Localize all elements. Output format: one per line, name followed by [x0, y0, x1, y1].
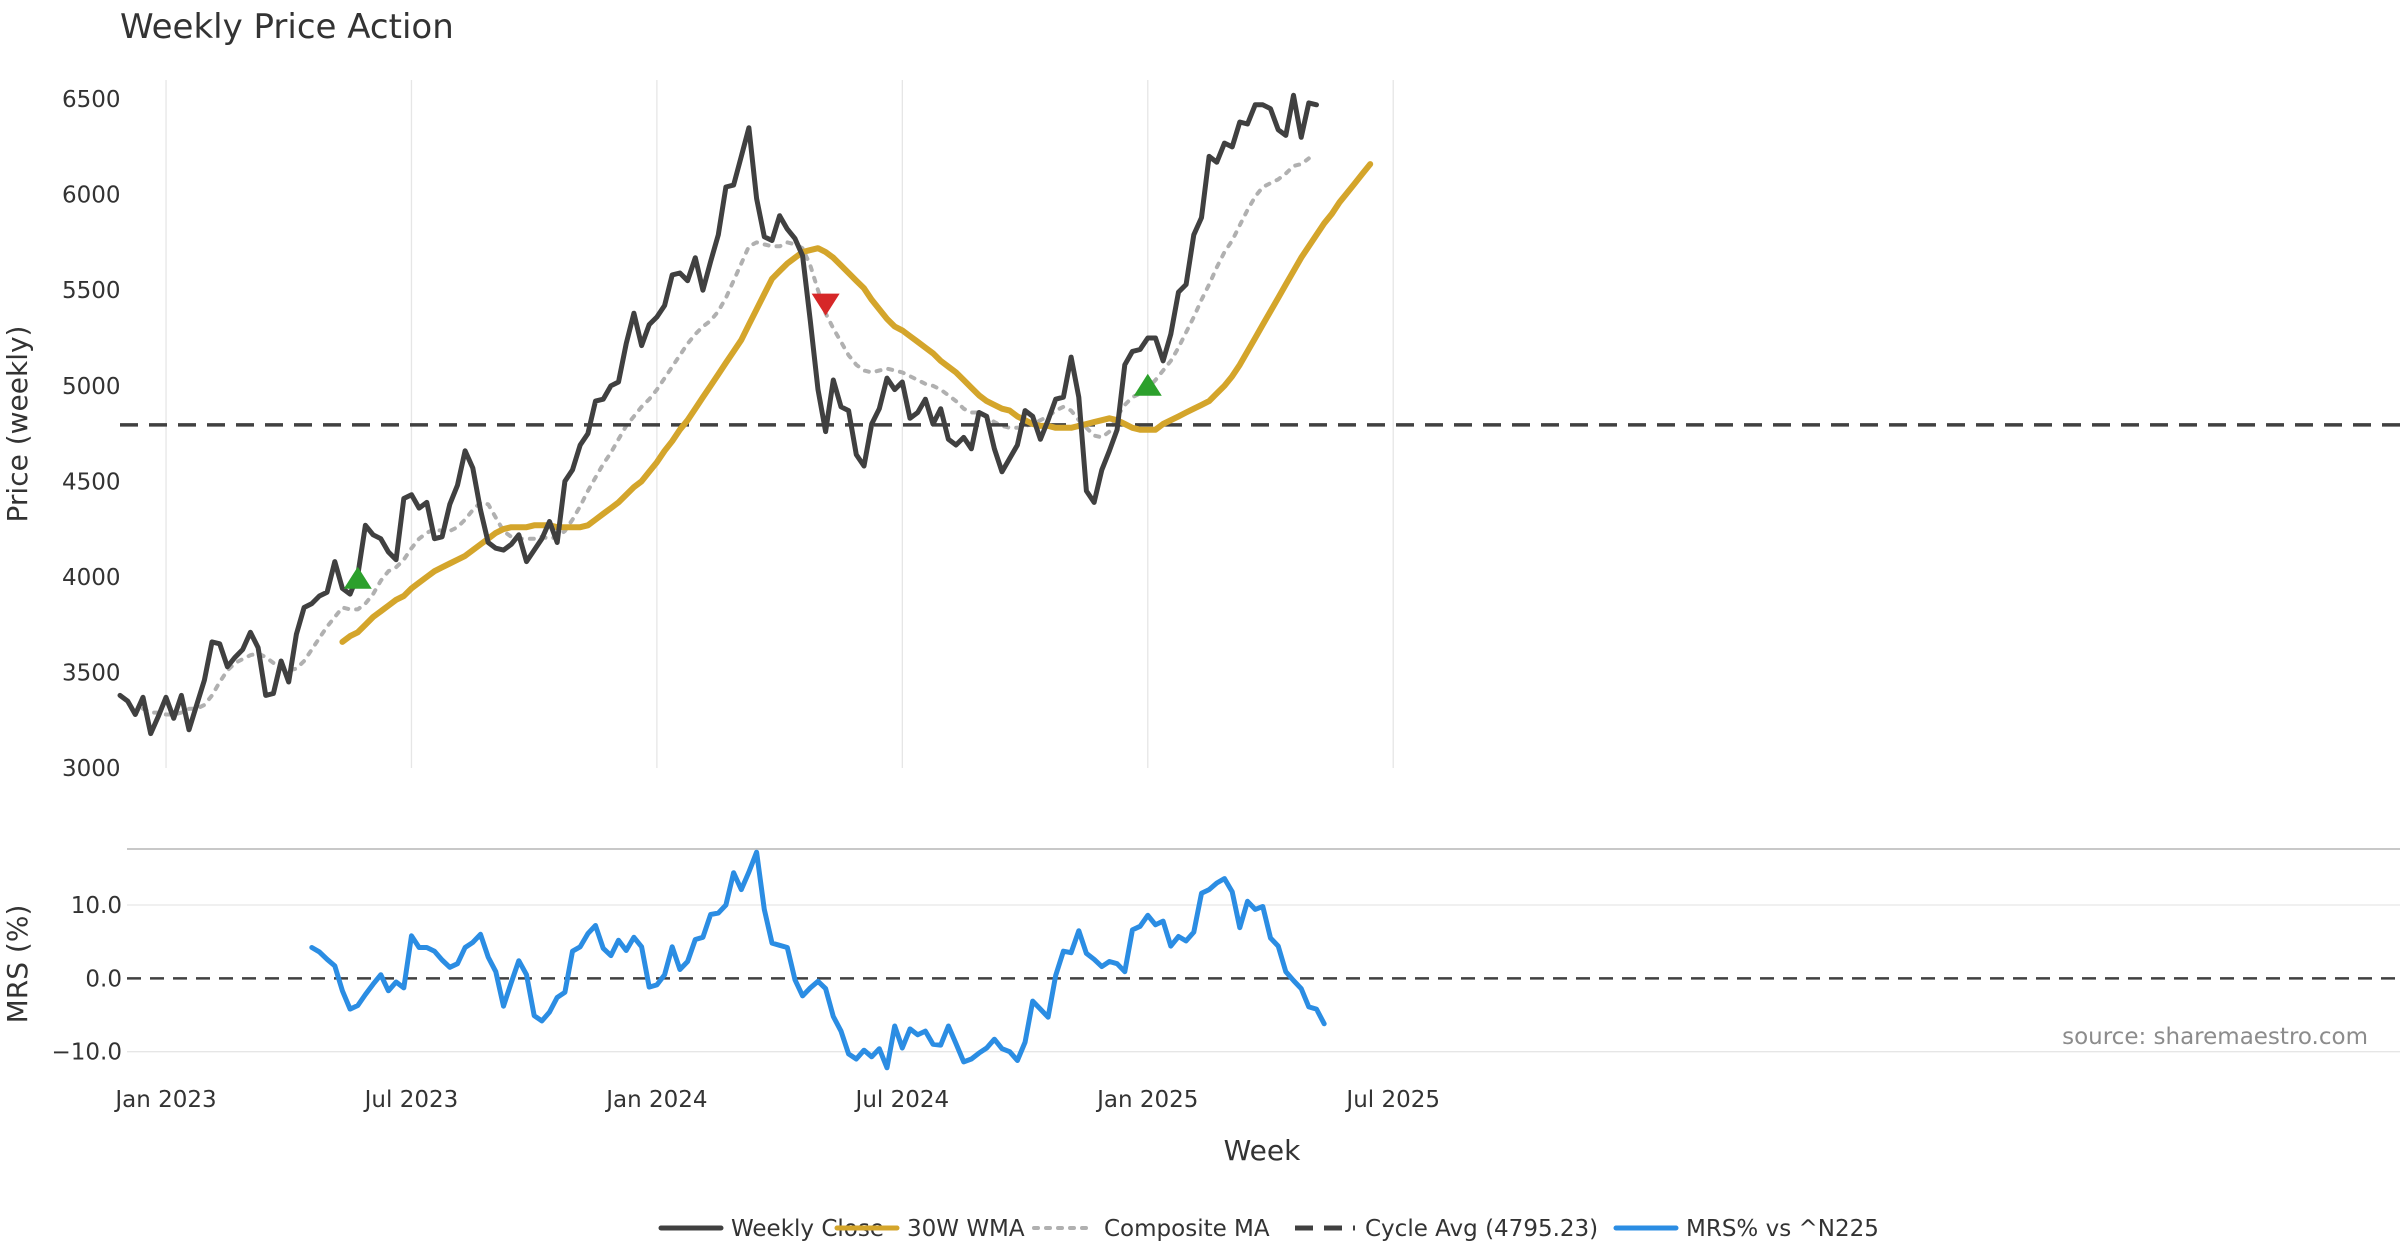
x-tick-label: Jul 2024: [854, 1087, 950, 1113]
price-y-tick-label: 3500: [62, 660, 121, 686]
price-y-tick-label: 4500: [62, 469, 121, 495]
x-axis-label: Week: [1224, 1134, 1301, 1167]
x-tick-label: Jul 2023: [363, 1087, 459, 1113]
mrs-ylabel: MRS (%): [1, 905, 34, 1024]
x-tick-label: Jul 2025: [1344, 1087, 1440, 1113]
x-ticks: Jan 2023 Jul 2023 Jan 2024 Jul 2024 Jan 2025…: [113, 1087, 1440, 1113]
mrs-vs-n225-line: [309, 849, 1327, 1071]
price-y-tick-label: 3000: [62, 756, 121, 782]
price-y-tick-label: 4000: [62, 565, 121, 591]
x-tick-label: Jan 2023: [113, 1087, 216, 1113]
legend-label: Composite MA: [1104, 1216, 1270, 1242]
legend-label: MRS% vs ^N225: [1686, 1216, 1879, 1242]
signal-markers: [343, 293, 1162, 589]
x-tick-label: Jan 2025: [1095, 1087, 1198, 1113]
price-ylabel: Price (weekly): [1, 326, 34, 523]
mrs-y-tick-label: 10.0: [71, 893, 122, 919]
price-y-ticks: 3000 3500 4000 4500 5000 5500 6000 6500: [62, 87, 121, 782]
legend-label: 30W WMA: [907, 1216, 1025, 1242]
price-y-tick-label: 5000: [62, 374, 121, 400]
legend: Weekly Close 30W WMA Composite MA Cycle Avg…: [658, 1216, 1879, 1242]
mrs-y-ticks: −10.0 0.0 10.0: [52, 893, 122, 1066]
mrs-y-tick-label: −10.0: [52, 1040, 122, 1066]
price-series-group: [117, 92, 2400, 737]
buy-signal-marker: [343, 566, 372, 589]
source-note: source: sharemaestro.com: [2062, 1024, 2368, 1050]
buy-signal-marker: [1133, 373, 1162, 396]
price-y-tick-label: 6000: [62, 183, 121, 209]
chart-title: Weekly Price Action: [120, 7, 454, 47]
price-y-tick-label: 6500: [62, 87, 121, 113]
composite-ma-line: [141, 156, 1311, 717]
30w-wma-line: [339, 161, 1374, 645]
price-y-tick-label: 5500: [62, 278, 121, 304]
legend-label: Cycle Avg (4795.23): [1365, 1216, 1598, 1242]
weekly-close-line: [117, 92, 1319, 737]
sell-signal-marker: [811, 293, 840, 316]
mrs-series-group: [127, 849, 2400, 1071]
x-tick-label: Jan 2024: [604, 1087, 707, 1113]
mrs-y-tick-label: 0.0: [85, 966, 122, 992]
